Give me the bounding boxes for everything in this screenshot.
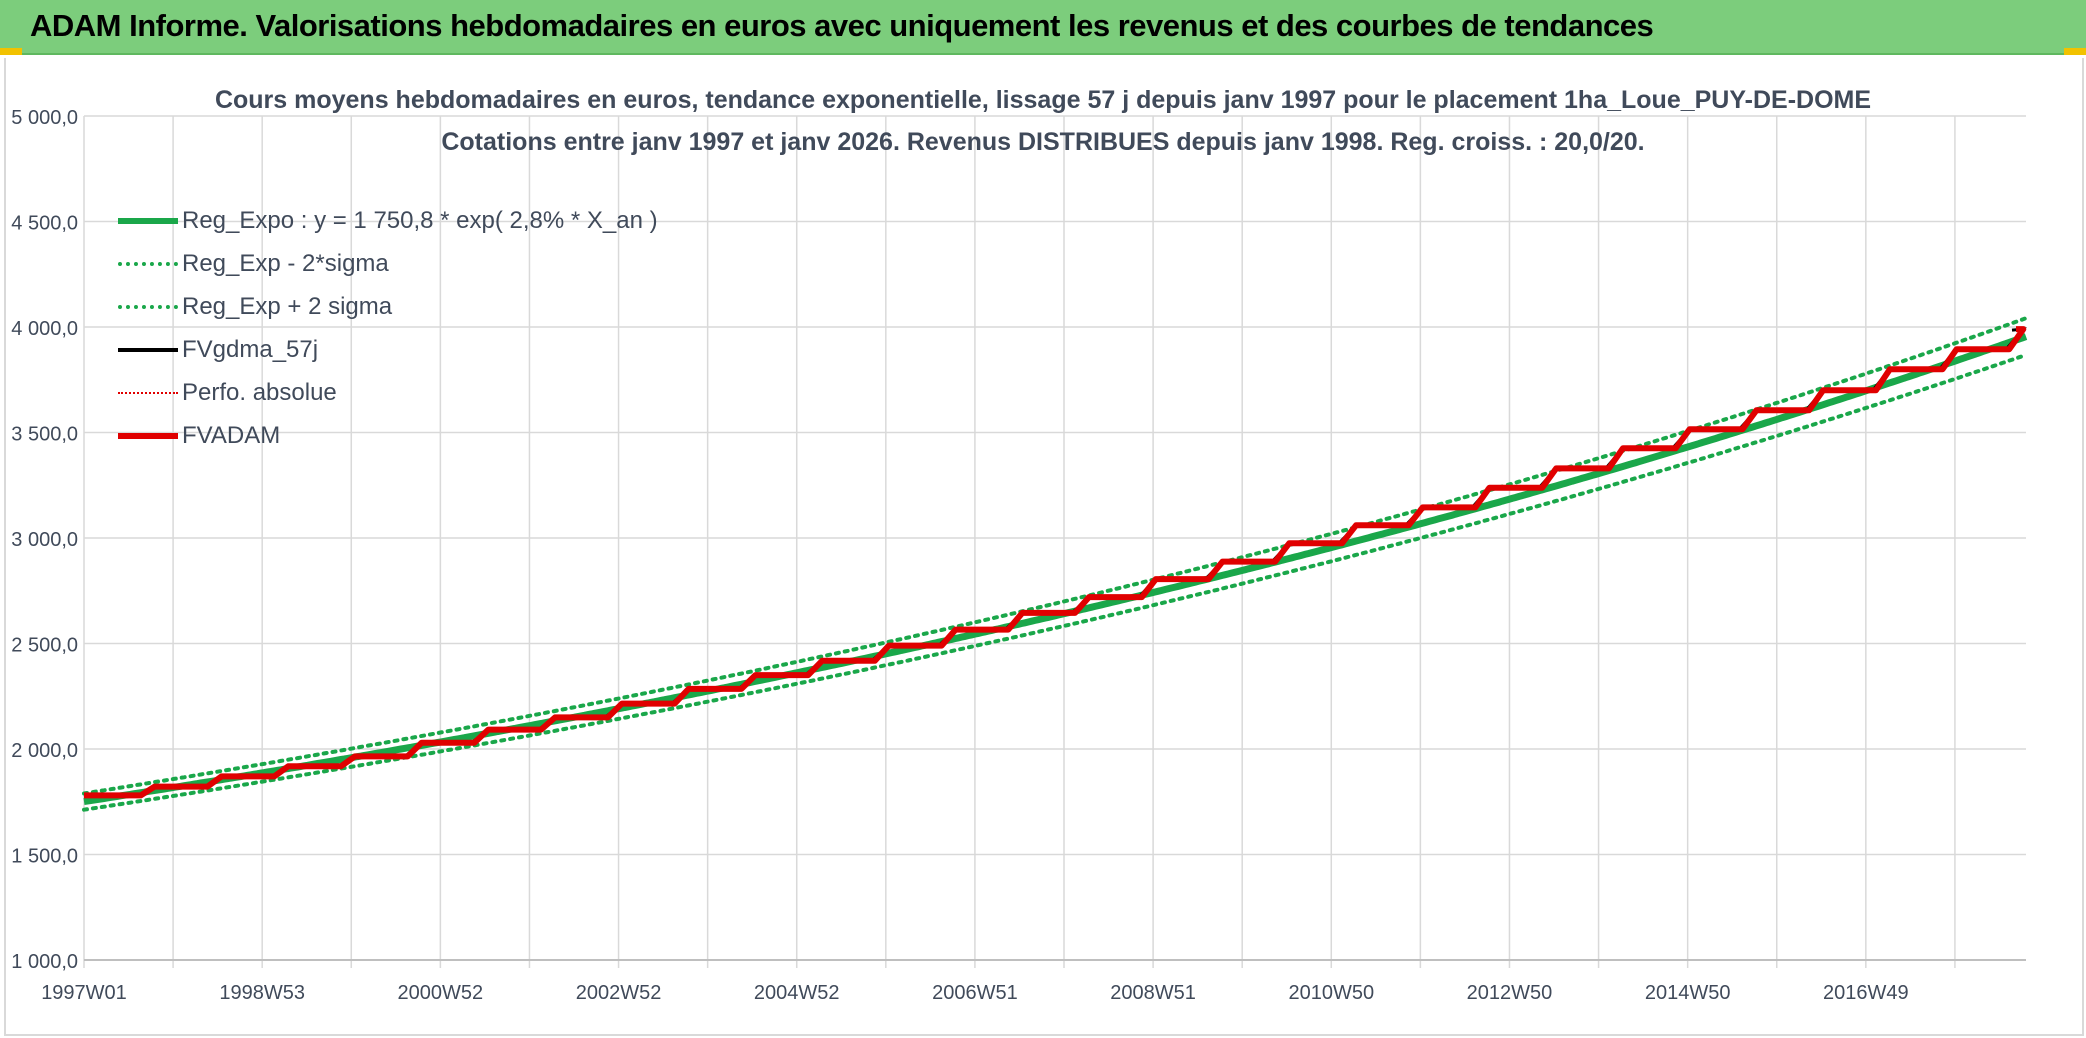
x-tick-label: 2010W50 (1288, 982, 1374, 1004)
banner-title: ADAM Informe. Valorisations hebdomadaire… (30, 8, 1654, 43)
y-tick-label: 3 000,0 (11, 529, 78, 551)
series-fvadam (84, 326, 2027, 799)
legend-item-reg-exp-plus: Reg_Exp + 2 sigma (118, 290, 392, 324)
x-tick-label: 2004W52 (754, 982, 840, 1004)
legend-swatch-reg-exp-minus (118, 262, 178, 266)
series-reg-exp-minus-2sigma (82, 352, 2028, 812)
legend-item-fvadam: FVADAM (118, 419, 280, 453)
header-banner: ADAM Informe. Valorisations hebdomadaire… (0, 0, 2086, 55)
legend-swatch-fvgdma (118, 348, 178, 352)
legend-label-fvadam: FVADAM (182, 422, 281, 449)
chart-title: Cours moyens hebdomadaires en euros, ten… (214, 86, 1872, 114)
legend-swatch-perfo-absolue (118, 392, 178, 394)
y-tick-label: 1 000,0 (11, 951, 78, 973)
y-tick-label: 2 500,0 (11, 635, 78, 657)
series-reg-expo (83, 333, 2028, 806)
legend-item-fvgdma: FVgdma_57j (118, 333, 318, 367)
legend-swatch-fvadam (118, 433, 178, 439)
series-reg-exp-plus-2sigma (82, 316, 2028, 796)
legend-swatch-reg-expo (118, 218, 178, 224)
y-tick-label: 2 000,0 (11, 740, 78, 762)
y-tick-label: 4 000,0 (11, 318, 78, 340)
legend-label-perfo-absolue: Perfo. absolue (182, 379, 337, 406)
x-tick-label: 1998W53 (219, 982, 305, 1004)
x-tick-label: 2014W50 (1645, 982, 1731, 1004)
x-tick-label: 2016W49 (1823, 982, 1909, 1004)
y-tick-label: 3 500,0 (11, 424, 78, 446)
x-tick-label: 2000W52 (398, 982, 484, 1004)
series-fvgdma-57j (83, 327, 2027, 798)
legend-swatch-reg-exp-plus (118, 305, 178, 309)
legend-item-perfo-absolue: Perfo. absolue (118, 376, 337, 410)
chart-subtitle: Cotations entre janv 1997 et janv 2026. … (441, 128, 1645, 156)
legend-label-fvgdma: FVgdma_57j (182, 336, 319, 363)
y-tick-label: 5 000,0 (11, 107, 78, 129)
y-tick-label: 4 500,0 (11, 213, 78, 235)
y-tick-label: 1 500,0 (11, 846, 78, 868)
legend-item-reg-exp-minus: Reg_Exp - 2*sigma (118, 247, 389, 281)
legend-label-reg-exp-plus: Reg_Exp + 2 sigma (182, 293, 393, 320)
legend-label-reg-exp-minus: Reg_Exp - 2*sigma (182, 250, 389, 277)
corner-marker-left (0, 48, 22, 55)
x-tick-label: 1997W01 (41, 982, 127, 1004)
x-tick-label: 2006W51 (932, 982, 1018, 1004)
x-tick-label: 2012W50 (1467, 982, 1553, 1004)
x-tick-label: 2008W51 (1110, 982, 1196, 1004)
legend-label-reg-expo: Reg_Expo : y = 1 750,8 * exp( 2,8% * X_a… (182, 207, 658, 234)
chart-frame (4, 58, 2084, 1036)
x-tick-label: 2002W52 (576, 982, 662, 1004)
legend-item-reg-expo: Reg_Expo : y = 1 750,8 * exp( 2,8% * X_a… (118, 204, 658, 238)
corner-marker-right (2064, 48, 2086, 55)
